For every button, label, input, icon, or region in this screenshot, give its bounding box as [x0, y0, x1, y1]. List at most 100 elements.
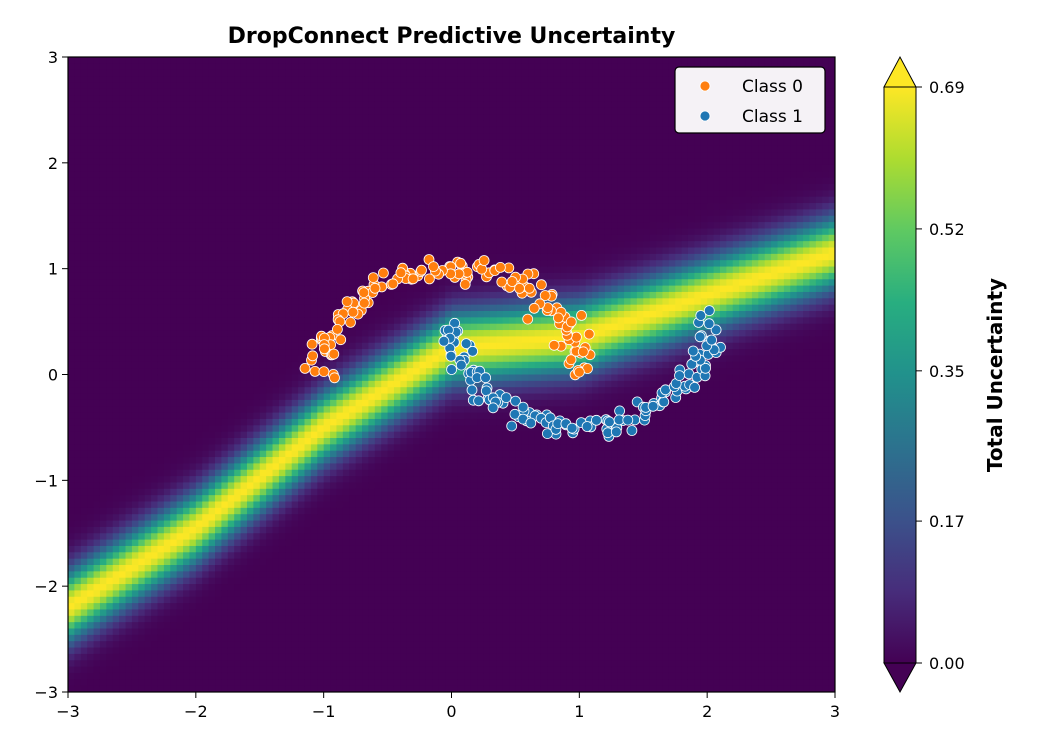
heatmap-cell — [151, 126, 159, 134]
heatmap-cell — [106, 260, 114, 268]
heatmap-cell — [74, 565, 82, 572]
heatmap-cell — [208, 82, 216, 90]
heatmap-cell — [125, 196, 133, 204]
heatmap-cell — [189, 660, 197, 668]
heatmap-cell — [99, 164, 107, 172]
heatmap-cell — [342, 444, 350, 452]
heatmap-cell — [323, 361, 331, 369]
heatmap-cell — [253, 672, 261, 680]
heatmap-cell — [291, 63, 299, 71]
heatmap-cell — [266, 507, 274, 515]
heatmap-cell — [99, 666, 107, 674]
heatmap-cell — [119, 247, 127, 255]
heatmap-cell — [227, 69, 235, 77]
heatmap-cell — [278, 190, 286, 198]
heatmap-cell — [74, 552, 82, 560]
heatmap-cell — [240, 222, 248, 230]
heatmap-cell — [342, 495, 350, 503]
heatmap-cell — [246, 571, 254, 579]
heatmap-cell — [240, 57, 248, 64]
heatmap-cell — [80, 177, 88, 185]
heatmap-cell — [112, 101, 120, 109]
heatmap-cell — [170, 647, 178, 655]
heatmap-cell — [176, 634, 184, 642]
heatmap-cell — [374, 203, 382, 210]
heatmap-cell — [266, 114, 274, 122]
heatmap-cell — [119, 336, 127, 344]
heatmap-cell — [151, 139, 159, 147]
heatmap-cell — [195, 241, 203, 249]
heatmap-cell — [189, 501, 197, 509]
heatmap-cell — [189, 95, 197, 103]
heatmap-cell — [99, 565, 107, 572]
heatmap-cell — [195, 374, 203, 382]
heatmap-cell — [381, 126, 389, 134]
heatmap-cell — [374, 653, 382, 661]
heatmap-cell — [330, 158, 338, 166]
heatmap-cell — [163, 342, 171, 350]
heatmap-cell — [208, 253, 216, 261]
heatmap-cell — [349, 222, 357, 230]
heatmap-cell — [266, 399, 274, 407]
heatmap-cell — [291, 596, 299, 604]
heatmap-cell — [381, 63, 389, 71]
heatmap-cell — [246, 514, 254, 522]
heatmap-cell — [330, 101, 338, 109]
heatmap-cell — [170, 266, 178, 274]
heatmap-cell — [323, 190, 331, 198]
heatmap-cell — [285, 336, 293, 344]
heatmap-cell — [215, 336, 222, 344]
heatmap-cell — [298, 584, 306, 591]
heatmap-cell — [157, 653, 165, 661]
heatmap-cell — [163, 145, 171, 153]
heatmap-cell — [99, 171, 107, 179]
heatmap-cell — [151, 514, 159, 522]
heatmap-cell — [246, 209, 254, 217]
heatmap-cell — [374, 425, 382, 433]
heatmap-cell — [221, 285, 229, 293]
heatmap-cell — [74, 406, 82, 414]
heatmap-cell — [68, 615, 75, 623]
heatmap-cell — [138, 241, 146, 249]
heatmap-cell — [215, 184, 222, 191]
heatmap-cell — [87, 158, 95, 166]
heatmap-cell — [87, 317, 95, 325]
heatmap-cell — [368, 76, 376, 83]
heatmap-cell — [112, 558, 120, 566]
heatmap-cell — [381, 107, 389, 115]
heatmap-cell — [330, 438, 338, 445]
heatmap-cell — [170, 685, 178, 692]
heatmap-cell — [304, 571, 312, 579]
heatmap-cell — [195, 355, 203, 363]
heatmap-cell — [125, 114, 133, 122]
heatmap-cell — [119, 558, 127, 566]
heatmap-cell — [125, 260, 133, 268]
heatmap-cell — [202, 133, 210, 141]
heatmap-cell — [253, 539, 261, 547]
heatmap-cell — [221, 571, 229, 579]
heatmap-cell — [253, 234, 261, 242]
heatmap-cell — [80, 260, 88, 268]
heatmap-cell — [234, 457, 242, 464]
heatmap-cell — [317, 488, 325, 496]
heatmap-cell — [208, 63, 216, 71]
heatmap-cell — [272, 279, 280, 287]
heatmap-cell — [93, 355, 101, 363]
heatmap-cell — [272, 101, 280, 109]
heatmap-cell — [125, 177, 133, 185]
heatmap-cell — [195, 76, 203, 83]
heatmap-cell — [195, 107, 203, 115]
heatmap-cell — [291, 653, 299, 661]
heatmap-cell — [176, 387, 184, 395]
heatmap-cell — [330, 241, 338, 249]
heatmap-cell — [125, 57, 133, 64]
heatmap-cell — [157, 457, 165, 464]
heatmap-cell — [342, 234, 350, 242]
heatmap-cell — [202, 457, 210, 464]
heatmap-cell — [336, 95, 344, 103]
heatmap-cell — [355, 234, 363, 242]
heatmap-cell — [170, 495, 178, 503]
heatmap-cell — [119, 304, 127, 312]
heatmap-cell — [285, 565, 293, 572]
heatmap-cell — [355, 342, 363, 350]
